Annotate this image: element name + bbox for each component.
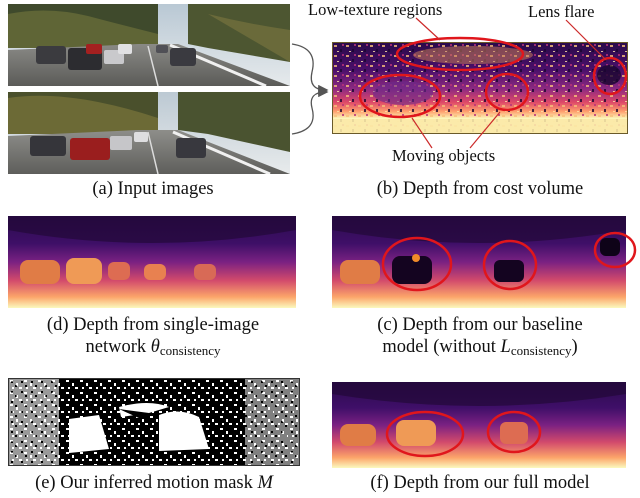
caption-f: (f) Depth from our full model bbox=[370, 473, 590, 493]
label-low-texture-regions: Low-texture regions bbox=[308, 0, 443, 19]
caption-c-line2: model (without Lconsistency) bbox=[382, 337, 578, 358]
caption-c-line1: (c) Depth from our baseline bbox=[377, 315, 583, 335]
baseline-depth-map bbox=[332, 216, 626, 308]
caption-b: (b) Depth from cost volume bbox=[376, 179, 584, 199]
caption-a: (a) Input images bbox=[92, 179, 214, 199]
caption-d-line1: (d) Depth from single-image bbox=[46, 315, 260, 335]
input-image-top bbox=[8, 4, 290, 86]
label-moving-objects: Moving objects bbox=[392, 146, 496, 165]
caption-e: (e) Our inferred motion mask M bbox=[35, 473, 273, 493]
motion-mask-image bbox=[8, 378, 300, 466]
caption-d: (d) Depth from single-image network θcon… bbox=[8, 314, 298, 362]
single-image-depth-map bbox=[8, 216, 296, 308]
input-image-bottom bbox=[8, 92, 290, 174]
cost-volume-depth-map bbox=[332, 42, 628, 134]
arrow-bottom bbox=[291, 86, 329, 135]
caption-c: (c) Depth from our baseline model (witho… bbox=[330, 314, 630, 362]
caption-d-line2: network θconsistency bbox=[85, 337, 221, 358]
label-lens-flare: Lens flare bbox=[528, 2, 595, 21]
arrow-top bbox=[291, 43, 329, 96]
full-model-depth-map bbox=[332, 382, 626, 468]
